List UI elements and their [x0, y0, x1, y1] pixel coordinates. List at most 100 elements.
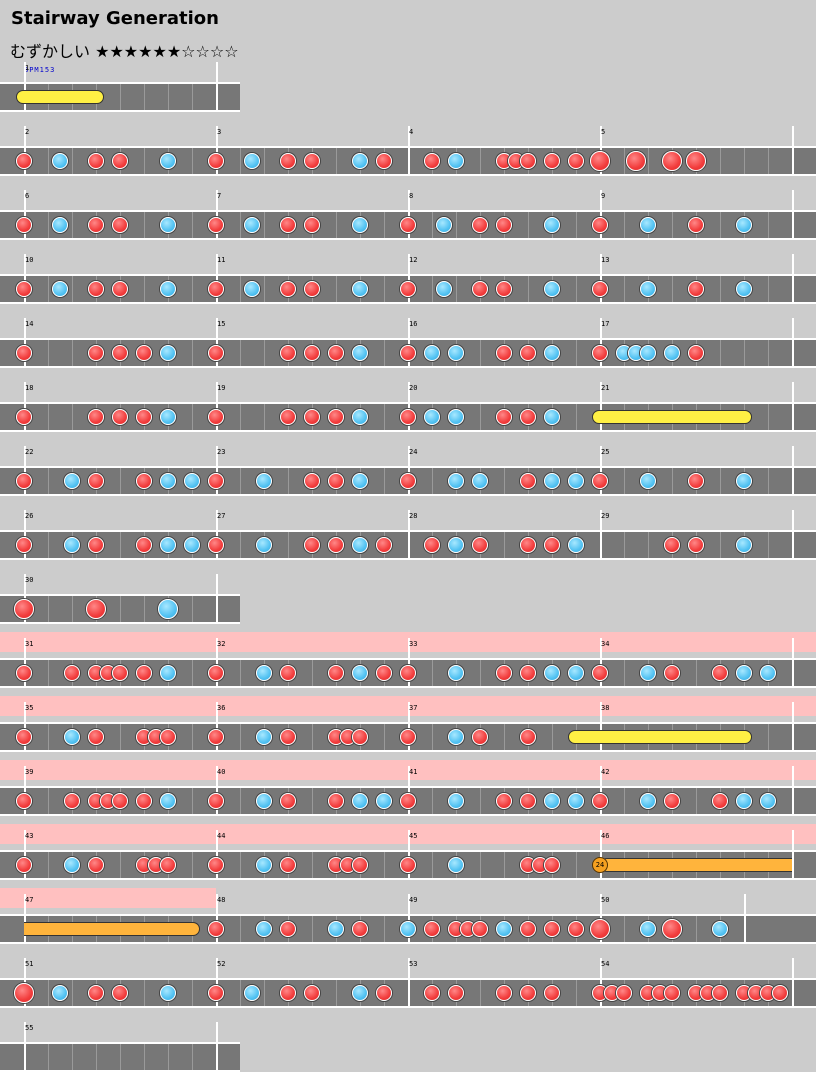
ka-note: [448, 153, 464, 169]
beat-line: [432, 788, 433, 814]
measure-number: 18: [25, 384, 34, 392]
beat-line: [504, 724, 505, 750]
measure-line: [216, 510, 218, 560]
beat-line: [384, 340, 385, 366]
measure-number: 30: [25, 576, 34, 584]
beat-line: [240, 852, 241, 878]
ka-note: [640, 281, 656, 297]
measure-number: 37: [409, 704, 418, 712]
beat-line: [288, 468, 289, 494]
beat-line: [432, 660, 433, 686]
don-note: [112, 793, 128, 809]
beat-line: [192, 148, 193, 174]
beat-line: [48, 1044, 49, 1070]
beat-line: [48, 532, 49, 558]
beat-line: [720, 532, 721, 558]
don-note: [520, 345, 536, 361]
measure-number: 47: [25, 896, 34, 904]
don-note: [88, 985, 104, 1001]
ka-note: [184, 473, 200, 489]
big-don-note: [14, 599, 34, 619]
beat-line: [552, 724, 553, 750]
measure-number: 33: [409, 640, 418, 648]
ka-note: [544, 409, 560, 425]
beat-line: [264, 276, 265, 302]
ka-note: [160, 153, 176, 169]
big-don-note: [626, 151, 646, 171]
don-note: [88, 857, 104, 873]
beat-line: [312, 660, 313, 686]
don-note: [280, 345, 296, 361]
don-note: [400, 281, 416, 297]
don-note: [472, 921, 488, 937]
beat-line: [672, 276, 673, 302]
don-note: [304, 345, 320, 361]
don-note: [592, 281, 608, 297]
gogo-band: [0, 888, 216, 908]
don-note: [688, 281, 704, 297]
measure-number: 54: [601, 960, 610, 968]
measure-number: 14: [25, 320, 34, 328]
measure-number: 55: [25, 1024, 34, 1032]
measure-line: [216, 190, 218, 240]
don-note: [472, 537, 488, 553]
beat-line: [384, 212, 385, 238]
measure-number: 34: [601, 640, 610, 648]
measure-line: [408, 382, 410, 432]
measure-line: [600, 830, 602, 880]
measure-number: 35: [25, 704, 34, 712]
measure-number: 28: [409, 512, 418, 520]
don-note: [568, 921, 584, 937]
beat-line: [192, 276, 193, 302]
beat-line: [240, 212, 241, 238]
beat-line: [624, 276, 625, 302]
don-note: [208, 281, 224, 297]
don-note: [400, 473, 416, 489]
ka-note: [568, 665, 584, 681]
beat-line: [240, 724, 241, 750]
don-note: [16, 537, 32, 553]
don-note: [160, 857, 176, 873]
measure-number: 40: [217, 768, 226, 776]
beat-line: [72, 276, 73, 302]
don-note: [376, 153, 392, 169]
beat-line: [576, 852, 577, 878]
ka-note: [160, 537, 176, 553]
beat-line: [120, 596, 121, 622]
beat-line: [48, 788, 49, 814]
don-note: [496, 665, 512, 681]
don-note: [64, 793, 80, 809]
measure-line: [408, 894, 410, 944]
ka-note: [436, 281, 452, 297]
difficulty-label: むずかしい: [10, 42, 91, 61]
ka-note: [352, 793, 368, 809]
don-note: [688, 217, 704, 233]
beat-line: [72, 148, 73, 174]
measure-number: 38: [601, 704, 610, 712]
don-note: [568, 153, 584, 169]
beat-line: [480, 660, 481, 686]
don-note: [328, 665, 344, 681]
ka-note: [544, 281, 560, 297]
measure-line: [216, 318, 218, 368]
beat-line: [240, 788, 241, 814]
ka-note: [736, 281, 752, 297]
beat-line: [144, 980, 145, 1006]
don-note: [88, 281, 104, 297]
don-note: [664, 537, 680, 553]
measure-line: [600, 638, 602, 688]
don-note: [16, 345, 32, 361]
beat-line: [480, 788, 481, 814]
beat-line: [120, 1044, 121, 1070]
measure-line: [24, 766, 26, 816]
don-note: [496, 217, 512, 233]
measure-number: 11: [217, 256, 226, 264]
measure-number: 22: [25, 448, 34, 456]
don-note: [688, 537, 704, 553]
measure-line: [24, 830, 26, 880]
ka-note: [352, 985, 368, 1001]
measure-number: 20: [409, 384, 418, 392]
ka-note: [160, 217, 176, 233]
measure-line: [408, 830, 410, 880]
beat-line: [768, 276, 769, 302]
